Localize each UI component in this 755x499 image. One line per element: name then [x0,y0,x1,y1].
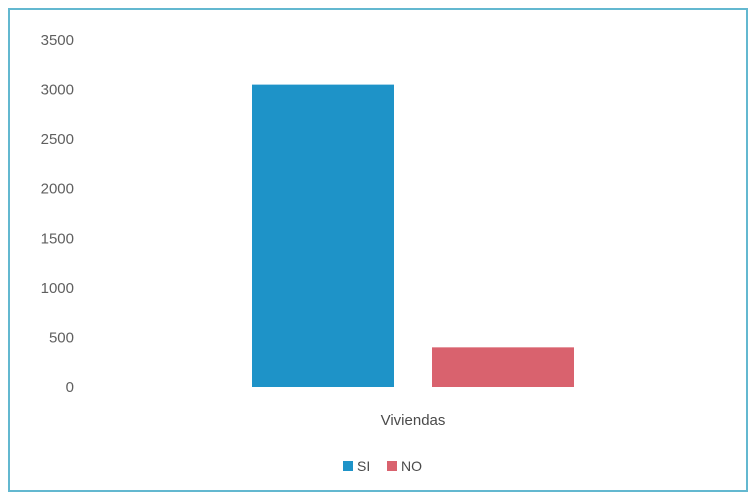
y-tick-label: 1000 [41,280,74,297]
legend-label-no: NO [401,458,422,474]
y-axis-ticks: 0 500 1000 1500 2000 2500 3000 3500 [41,32,74,396]
y-tick-label: 2000 [41,181,74,198]
bars [252,84,574,387]
legend: SI NO [343,458,422,474]
legend-swatch-no [387,461,397,471]
y-tick-label: 2500 [41,131,74,148]
x-category-label: Viviendas [381,412,446,429]
legend-swatch-si [343,461,353,471]
bar-si [252,84,394,387]
y-tick-label: 3000 [41,82,74,99]
y-tick-label: 0 [66,379,74,396]
bar-no [432,347,574,387]
y-tick-label: 500 [49,329,74,346]
legend-label-si: SI [357,458,370,474]
x-axis-categories: Viviendas [381,412,446,429]
y-tick-label: 1500 [41,230,74,247]
y-tick-label: 3500 [41,32,74,49]
